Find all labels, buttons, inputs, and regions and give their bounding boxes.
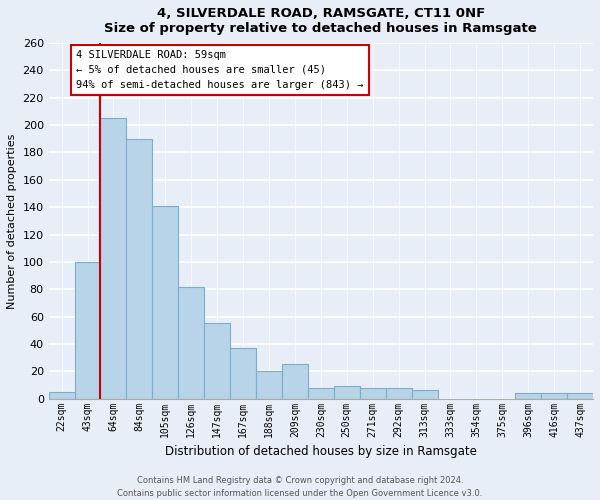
- Bar: [567, 393, 593, 398]
- Bar: [178, 286, 204, 399]
- Bar: [74, 262, 100, 398]
- Bar: [49, 392, 74, 398]
- Bar: [334, 386, 360, 398]
- Bar: [204, 324, 230, 398]
- Bar: [100, 118, 127, 398]
- Bar: [152, 206, 178, 398]
- Bar: [515, 393, 541, 398]
- Text: Contains HM Land Registry data © Crown copyright and database right 2024.
Contai: Contains HM Land Registry data © Crown c…: [118, 476, 482, 498]
- Text: 4 SILVERDALE ROAD: 59sqm
← 5% of detached houses are smaller (45)
94% of semi-de: 4 SILVERDALE ROAD: 59sqm ← 5% of detache…: [76, 50, 364, 90]
- Bar: [308, 388, 334, 398]
- Bar: [360, 388, 386, 398]
- Bar: [386, 388, 412, 398]
- Bar: [412, 390, 437, 398]
- Bar: [541, 393, 567, 398]
- Y-axis label: Number of detached properties: Number of detached properties: [7, 133, 17, 308]
- Bar: [127, 139, 152, 398]
- X-axis label: Distribution of detached houses by size in Ramsgate: Distribution of detached houses by size …: [165, 445, 477, 458]
- Bar: [282, 364, 308, 398]
- Bar: [256, 372, 282, 398]
- Title: 4, SILVERDALE ROAD, RAMSGATE, CT11 0NF
Size of property relative to detached hou: 4, SILVERDALE ROAD, RAMSGATE, CT11 0NF S…: [104, 7, 537, 35]
- Bar: [230, 348, 256, 399]
